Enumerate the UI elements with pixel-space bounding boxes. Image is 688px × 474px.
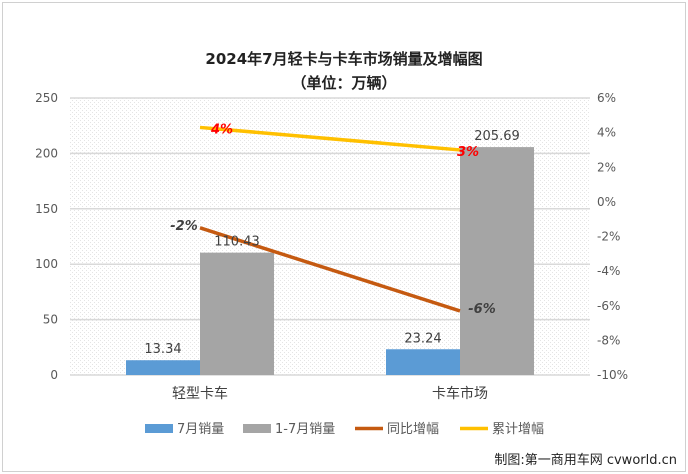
x-tick-label: 卡车市场 [432,385,488,402]
y-right-tick-label: 6% [597,91,616,105]
x-tick-label: 轻型卡车 [172,385,228,402]
chart-title: 2024年7月轻卡与卡车市场销量及增幅图 [205,50,482,68]
y-right-tick-label: -8% [597,333,620,347]
legend-label: 1-7月销量 [275,422,335,437]
y-right-tick-label: 2% [597,160,616,174]
y-left-tick-label: 50 [43,313,58,327]
series-line [199,226,461,313]
y-right-tick-label: -2% [597,230,620,244]
bar [126,360,200,375]
legend-swatch [243,424,271,433]
legend-label: 同比增幅 [387,422,439,437]
bar [386,349,460,375]
line-data-label: -2% [170,219,197,234]
y-right-tick-label: -10% [597,368,628,382]
legend-label: 7月销量 [177,422,224,437]
y-left-tick-label: 250 [35,91,58,105]
bar-data-label: 23.24 [404,331,441,346]
series-line [199,125,461,152]
chart-subtitle: （单位：万辆） [291,74,396,92]
y-right-tick-label: -4% [597,264,620,278]
y-right-tick-label: -6% [597,299,620,313]
bar-data-label: 13.34 [144,342,181,357]
line-data-label: 4% [210,122,233,137]
bar-data-label: 205.69 [474,129,520,144]
y-right-tick-label: 4% [597,126,616,140]
bar-data-label: 110.43 [214,235,260,250]
bar [200,252,274,375]
bar [460,147,534,375]
y-left-tick-label: 0 [50,368,58,382]
legend-swatch [145,424,173,433]
y-left-tick-label: 150 [35,202,58,216]
line-data-label: -6% [468,302,495,317]
y-right-tick-label: 0% [597,195,616,209]
y-left-tick-label: 100 [35,257,58,271]
y-left-tick-label: 200 [35,146,58,160]
legend-label: 累计增幅 [492,422,544,437]
credit-text: 制图:第一商用车网 cvworld.cn [494,452,677,468]
line-data-label: 3% [457,145,479,160]
